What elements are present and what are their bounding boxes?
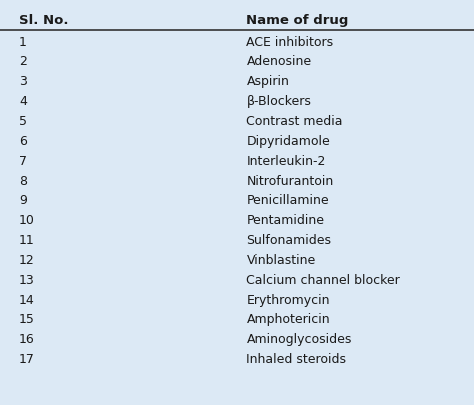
Text: 14: 14 xyxy=(19,294,35,307)
Text: 9: 9 xyxy=(19,194,27,207)
Text: Vinblastine: Vinblastine xyxy=(246,254,316,267)
Text: Sl. No.: Sl. No. xyxy=(19,14,68,27)
Text: Nitrofurantoin: Nitrofurantoin xyxy=(246,175,334,188)
Text: 16: 16 xyxy=(19,333,35,346)
Text: 2: 2 xyxy=(19,55,27,68)
Text: 8: 8 xyxy=(19,175,27,188)
Text: Name of drug: Name of drug xyxy=(246,14,349,27)
Text: Contrast media: Contrast media xyxy=(246,115,343,128)
Text: 3: 3 xyxy=(19,75,27,88)
Text: 1: 1 xyxy=(19,36,27,49)
Text: 17: 17 xyxy=(19,353,35,366)
Text: 11: 11 xyxy=(19,234,35,247)
Text: Interleukin-2: Interleukin-2 xyxy=(246,155,326,168)
Text: 6: 6 xyxy=(19,135,27,148)
Text: Aspirin: Aspirin xyxy=(246,75,289,88)
Text: 4: 4 xyxy=(19,95,27,108)
Text: Pentamidine: Pentamidine xyxy=(246,214,325,227)
Text: Inhaled steroids: Inhaled steroids xyxy=(246,353,346,366)
Text: 7: 7 xyxy=(19,155,27,168)
Text: 13: 13 xyxy=(19,274,35,287)
Text: ACE inhibitors: ACE inhibitors xyxy=(246,36,334,49)
Text: 15: 15 xyxy=(19,313,35,326)
Text: Aminoglycosides: Aminoglycosides xyxy=(246,333,352,346)
Text: 5: 5 xyxy=(19,115,27,128)
Text: Dipyridamole: Dipyridamole xyxy=(246,135,330,148)
Text: Erythromycin: Erythromycin xyxy=(246,294,330,307)
Text: Penicillamine: Penicillamine xyxy=(246,194,329,207)
Text: Calcium channel blocker: Calcium channel blocker xyxy=(246,274,400,287)
Text: Sulfonamides: Sulfonamides xyxy=(246,234,331,247)
Text: 12: 12 xyxy=(19,254,35,267)
Text: β-Blockers: β-Blockers xyxy=(246,95,311,108)
Text: Amphotericin: Amphotericin xyxy=(246,313,330,326)
Text: 10: 10 xyxy=(19,214,35,227)
Text: Adenosine: Adenosine xyxy=(246,55,311,68)
